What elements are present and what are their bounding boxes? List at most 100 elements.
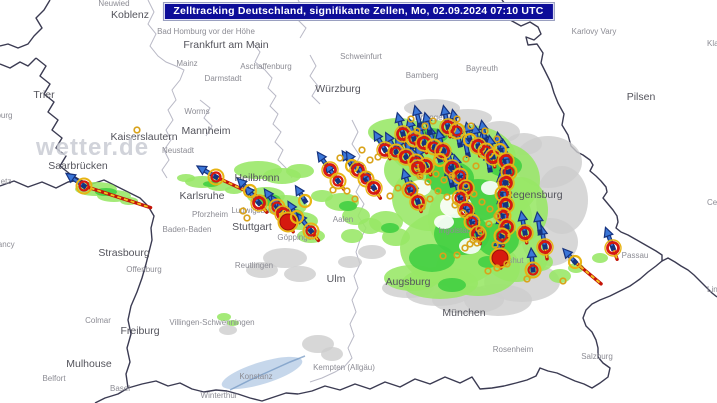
cell-centroid-marker (506, 169, 512, 175)
arrowhead-icon (422, 111, 433, 124)
echo-gray (536, 166, 588, 234)
small-cell-dot (329, 186, 337, 194)
small-cell-dot (434, 187, 442, 195)
city-label: Winterthur (201, 391, 238, 400)
river (229, 355, 306, 391)
city-label: Schweinfurt (340, 52, 383, 61)
echo-gray (246, 262, 278, 278)
arrowhead-icon (287, 200, 298, 213)
cell-centroid-marker (414, 198, 422, 206)
arrowhead-icon (263, 187, 275, 200)
city-label: Kempten (Allgäu) (313, 363, 375, 372)
small-cell-dot (416, 172, 424, 180)
cell-ring-red (454, 192, 466, 204)
echo-hole (481, 181, 499, 195)
country-border (501, 0, 717, 298)
cell-ring-yellow (434, 142, 452, 160)
cell-centroid-marker (392, 148, 400, 156)
small-cell-dot (133, 126, 141, 134)
cell-centroid-marker (212, 173, 220, 181)
cell-centroid-marker (487, 167, 493, 173)
small-cell-dot (466, 240, 474, 248)
small-cell-dot (453, 115, 461, 123)
cell-ring-red (360, 173, 372, 185)
echo-light-green (227, 320, 239, 326)
city-label: Neuwied (98, 0, 129, 8)
echo-mid-green (409, 244, 455, 272)
small-cell-dot (448, 172, 456, 180)
country-border (94, 387, 129, 403)
city-label: Bad Homburg vor der Höhe (157, 27, 255, 36)
small-cell-dot (462, 182, 470, 190)
city-label: Ulm (327, 273, 346, 285)
cell-ring-yellow (329, 172, 347, 190)
cell-ring-red (500, 220, 514, 234)
city-label: Rosenheim (493, 345, 534, 354)
city-label: Kaiserslautern (110, 131, 177, 143)
city-label: Augsburg (386, 276, 431, 288)
small-cell-dot (493, 135, 501, 143)
small-cell-dot (413, 127, 421, 135)
small-cell-dot (343, 187, 351, 195)
arrowhead-icon (243, 185, 256, 198)
cell-ring-yellow (457, 179, 475, 197)
cell-centroid-marker (522, 230, 528, 236)
country-border (0, 0, 51, 49)
city-label: Colmar (85, 316, 111, 325)
small-cell-dot (485, 220, 493, 228)
small-cell-dot (243, 214, 251, 222)
city-label: Trier (33, 89, 55, 101)
small-cell-dot (421, 122, 429, 130)
small-cell-dot (459, 209, 467, 217)
cell-ring-red (606, 241, 620, 255)
small-cell-dot (503, 260, 511, 268)
cell-centroid-marker (402, 153, 410, 161)
city-label: Ludwigsburg (231, 206, 276, 215)
cell-ring-yellow (289, 209, 305, 225)
cell-ring-yellow (516, 224, 534, 242)
cell-ring-red (496, 230, 508, 242)
city-label: Aschaffenburg (240, 62, 291, 71)
cell-ring-yellow (524, 261, 542, 279)
city-label: Neustadt (162, 146, 195, 155)
small-cell-dot (239, 207, 247, 215)
small-cell-dot (336, 154, 344, 162)
cell-ring-yellow (493, 227, 511, 245)
echo-gray (338, 256, 362, 268)
arrowhead-icon (533, 210, 544, 223)
small-cell-dot (523, 275, 531, 283)
cell-track-dash (83, 185, 151, 209)
city-label: Darmstadt (205, 74, 243, 83)
cell-centroid-marker (80, 182, 88, 190)
cell-ring-red (419, 159, 433, 173)
cell-centroid-marker (255, 199, 263, 207)
echo-gray (284, 266, 316, 282)
country-border (0, 57, 37, 69)
cell-centroid-marker (609, 244, 617, 252)
arrowhead-icon (373, 129, 384, 142)
small-cell-dot (486, 205, 494, 213)
cell-centroid-marker (537, 229, 543, 235)
country-border (226, 390, 299, 402)
city-label: Bayreuth (466, 64, 498, 73)
cell-centroid-marker (542, 244, 548, 250)
state-border (147, 0, 185, 179)
small-cell-dot (429, 117, 437, 125)
city-label: Reutlingen (235, 261, 273, 270)
city-label: Pforzheim (192, 210, 228, 219)
small-cell-dot (439, 252, 447, 260)
city-label: Belfort (42, 374, 66, 383)
echo-gray (321, 347, 343, 361)
cell-ring-red (499, 198, 513, 212)
small-cell-dot (453, 251, 461, 259)
cell-ring-yellow (394, 125, 412, 143)
arrowhead-icon (236, 177, 248, 189)
small-cell-dot (418, 203, 426, 211)
city-label: Koblenz (111, 9, 149, 21)
arrowhead-icon (562, 247, 574, 260)
cell-ring-red (404, 184, 416, 196)
cell-ring-red (367, 181, 381, 195)
cell-centroid-marker (448, 181, 456, 189)
cell-ring-yellow (432, 152, 448, 168)
